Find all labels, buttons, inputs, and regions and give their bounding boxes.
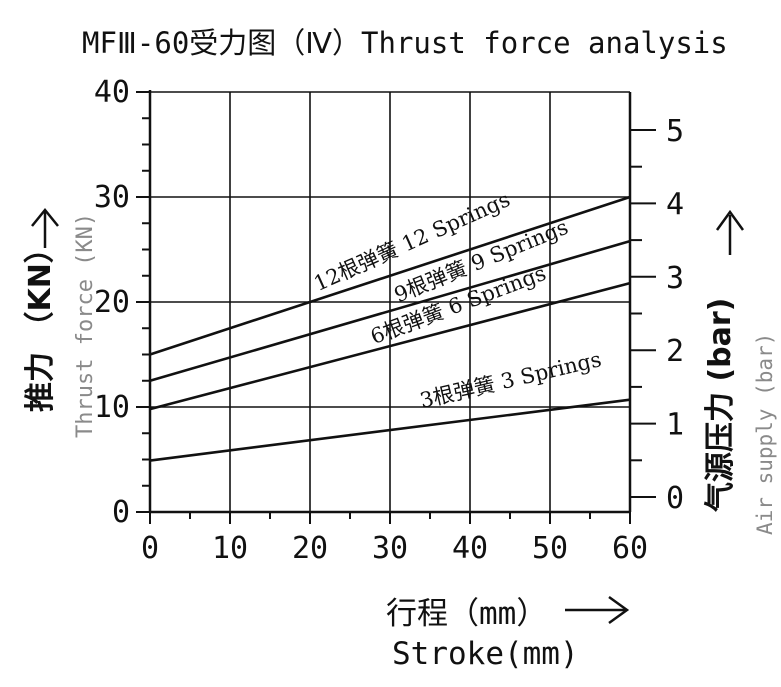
x-axis-arrow-icon — [565, 595, 630, 625]
x-tick-label: 10 — [212, 531, 248, 566]
y2-axis-label-en: Air supply (bar) — [753, 333, 777, 535]
y2-axis-label-cn: 气源压力 (bar) — [703, 298, 738, 512]
y2-tick-label: 5 — [666, 114, 684, 149]
x-tick-label: 50 — [532, 531, 568, 566]
series-line — [149, 195, 631, 356]
x-tick-label: 20 — [292, 531, 328, 566]
y-tick-label: 10 — [94, 390, 130, 425]
y-tick-label: 0 — [112, 495, 130, 530]
series-label: 3根弹簧 3 Springs — [418, 347, 604, 413]
y2-tick-label: 2 — [666, 334, 684, 369]
series-lines — [149, 195, 631, 462]
y-tick-label: 20 — [94, 285, 130, 320]
y2-tick-label: 3 — [666, 261, 684, 296]
x-tick-label: 40 — [452, 531, 488, 566]
y2-axis-arrow-icon — [715, 209, 745, 255]
y-axis-label-en: Thrust force (KN) — [73, 213, 98, 438]
x-axis-label-en: Stroke(mm) — [392, 636, 579, 672]
series-line — [149, 281, 631, 411]
y-axis-arrow-icon — [31, 208, 59, 248]
series-line — [149, 239, 631, 382]
y-axis-label-cn: 推力 （KN） — [23, 233, 58, 412]
y2-tick-label: 4 — [666, 187, 684, 222]
y2-tick-label: 1 — [666, 408, 684, 443]
x-tick-label: 60 — [612, 531, 648, 566]
y2-tick-label: 0 — [666, 481, 684, 516]
x-axis-label-cn: 行程（mm） — [386, 596, 548, 632]
series-line — [149, 398, 631, 462]
x-tick-label: 30 — [372, 531, 408, 566]
y-tick-label: 30 — [94, 180, 130, 215]
x-tick-label: 0 — [141, 531, 159, 566]
ticks: 0 10 20 30 40 50 60 0 10 20 30 40 0 1 2 3 4 5 — [94, 75, 684, 566]
chart-title: MFⅢ-60受力图（Ⅳ）Thrust force analysis — [82, 26, 728, 60]
y-tick-label: 40 — [94, 75, 130, 110]
